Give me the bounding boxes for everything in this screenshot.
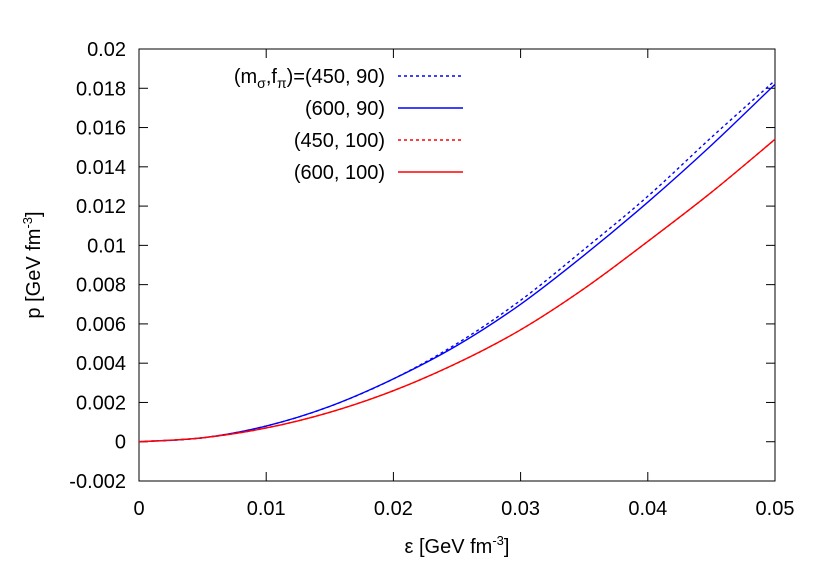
legend-label-4: (600, 100) [294,162,385,184]
y-tick-label: 0.006 [76,314,126,336]
x-tick-label: 0.05 [756,498,795,520]
x-axis-label: ε [GeV fm-3] [405,533,510,558]
y-axis-label: p [GeV fm-3] [20,211,45,318]
legend-label-1: (mσ,fπ)=(450, 90) [234,66,385,91]
y-tick-label: 0.012 [76,196,126,218]
series-line-2 [138,83,776,443]
series-line-4 [138,138,776,443]
x-tick-label: 0.03 [501,498,540,520]
plot-frame [138,48,776,482]
legend-label-3: (450, 100) [294,130,385,152]
x-tick-label: 0.04 [628,498,667,520]
y-tick-label: -0.002 [69,471,126,493]
y-tick-label: 0.02 [87,39,126,61]
x-tick-label: 0.02 [374,498,413,520]
series-line-1 [138,79,776,443]
legend: (mσ,fπ)=(450, 90) (600, 90) (450, 100) (600… [234,66,463,184]
axis-ticks: 0 0.01 0.02 0.03 0.04 0.05 -0.002 0 0.002 0.004 0.… [69,39,794,520]
legend-label-2: (600, 90) [305,98,385,120]
y-tick-label: 0 [115,432,126,454]
y-tick-label: 0.008 [76,275,126,297]
series-line-3 [138,138,776,443]
y-tick-label: 0.002 [76,392,126,414]
y-tick-label: 0.014 [76,157,126,179]
y-tick-label: 0.01 [87,235,126,257]
x-tick-label: 0.01 [247,498,286,520]
y-tick-label: 0.004 [76,353,126,375]
x-tick-label: 0 [133,498,144,520]
y-tick-label: 0.018 [76,78,126,100]
y-tick-label: 0.016 [76,118,126,140]
series-layer [138,79,776,443]
